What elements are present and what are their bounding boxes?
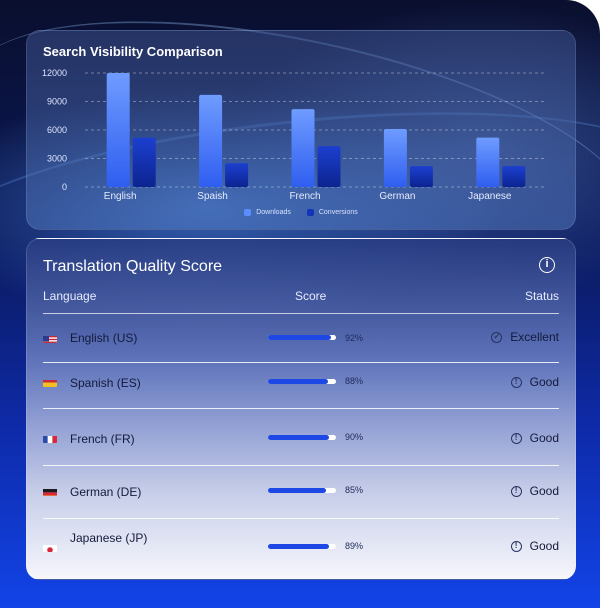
score-bar [268,435,336,440]
es-flag-icon [43,377,57,387]
column-header-status: Status [524,289,559,303]
alert-circle-icon: ! [510,540,522,552]
chart-legend: Downloads Conversions [27,209,575,216]
fr-flag-icon [43,433,57,443]
status-label: Excellent [510,330,559,344]
legend-item-conversions[interactable]: Conversions [306,209,358,216]
status-badge: ! Good [510,375,559,389]
score-percent: 90% [345,432,364,442]
bar-conversions[interactable] [132,137,156,187]
table-row[interactable]: Japanese (JP) 89% ! Good [43,519,559,575]
table-row[interactable]: French (FR) 90% ! Good [43,409,559,466]
header-divider [43,313,559,314]
score-bar [268,544,336,549]
score-percent: 92% [345,333,364,343]
score-bar-fill [268,435,330,440]
status-badge: ! Good [510,484,559,498]
status-label: Good [529,484,559,498]
legend-item-downloads[interactable]: Downloads [244,209,291,216]
de-flag-icon [43,486,57,496]
bar-chart: 12000 9000 6000 3000 0 English Spaish French Ger… [42,68,547,202]
score-bar [268,335,336,340]
status-badge: ✓ Excellent [491,330,559,344]
search-visibility-card: Search Visibility Comparison 12000 9000 60… [26,30,576,230]
score-percent: 89% [345,541,364,551]
alert-circle-icon: ! [510,432,522,444]
translation-quality-card: Translation Quality Score i Language Sco… [26,238,576,580]
y-tick-label: 3000 [47,154,67,164]
language-name: German (DE) [70,485,142,499]
bar-downloads[interactable] [476,137,500,187]
legend-swatch-conversions [306,209,314,216]
bar-conversions[interactable] [317,146,341,187]
x-tick-label: English [104,191,137,202]
score-bar [268,379,336,384]
legend-swatch-downloads [244,209,252,216]
bar-downloads[interactable] [106,73,130,187]
y-tick-label: 12000 [42,68,67,78]
y-tick-label: 0 [62,182,67,192]
info-icon[interactable]: i [539,257,555,273]
bar-conversions[interactable] [409,166,433,187]
alert-circle-icon: ! [510,376,522,388]
alert-circle-icon: ! [510,485,522,497]
score-percent: 85% [345,485,364,495]
us-flag-icon [43,333,57,343]
language-name: Spanish (ES) [70,376,141,390]
bar-downloads[interactable] [383,129,407,187]
bar-downloads[interactable] [199,94,223,187]
table-row[interactable]: German (DE) 85% ! Good [43,466,559,519]
language-name: English (US) [70,331,138,345]
y-tick-label: 9000 [47,97,67,107]
x-tick-label: Spaish [197,191,228,202]
table-row[interactable]: English (US) 92% ✓ Excellent [43,314,559,363]
status-label: Good [529,539,559,553]
y-tick-label: 6000 [47,125,67,135]
x-tick-label: German [379,191,415,202]
bar-conversions[interactable] [502,166,526,187]
chart-title: Search Visibility Comparison [43,44,223,59]
legend-label-downloads: Downloads [256,209,291,216]
legend-label-conversions: Conversions [318,209,358,216]
x-tick-label: French [289,191,320,202]
score-bar-fill [268,488,326,493]
status-badge: ! Good [510,539,559,553]
jp-flag-icon [43,542,57,552]
score-bar-fill [268,379,328,384]
bar-downloads[interactable] [291,109,315,187]
score-bar-fill [268,335,331,340]
status-label: Good [529,375,559,389]
table-title: Translation Quality Score [43,258,223,275]
column-header-score: Score [295,289,327,303]
language-name: Japanese (JP) [70,531,148,545]
status-label: Good [529,431,559,445]
x-tick-label: Japanese [468,191,512,202]
column-header-language: Language [43,289,97,303]
score-bar [268,488,336,493]
table-row[interactable]: Spanish (ES) 88% ! Good [43,363,559,409]
status-badge: ! Good [510,431,559,445]
check-circle-icon: ✓ [491,331,503,343]
bar-conversions[interactable] [225,163,249,187]
score-bar-fill [268,544,329,549]
score-percent: 88% [345,376,364,386]
language-name: French (FR) [70,432,135,446]
